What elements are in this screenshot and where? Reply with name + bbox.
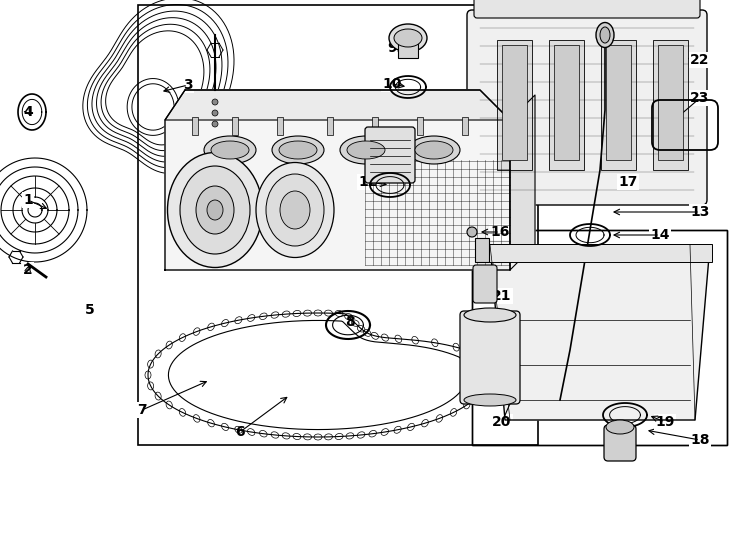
Polygon shape xyxy=(510,95,535,270)
Text: 6: 6 xyxy=(235,425,245,439)
Ellipse shape xyxy=(606,420,634,434)
Text: 18: 18 xyxy=(690,433,710,447)
Bar xyxy=(138,5,538,445)
Ellipse shape xyxy=(464,308,516,322)
Text: 8: 8 xyxy=(345,315,355,329)
Text: 12: 12 xyxy=(358,175,378,189)
Ellipse shape xyxy=(347,141,385,159)
Text: 7: 7 xyxy=(137,403,147,417)
Text: 9: 9 xyxy=(388,41,397,55)
Bar xyxy=(606,45,631,160)
Ellipse shape xyxy=(196,186,234,234)
FancyBboxPatch shape xyxy=(474,0,700,18)
Bar xyxy=(554,45,579,160)
Bar xyxy=(601,40,636,170)
Circle shape xyxy=(212,110,218,116)
Bar xyxy=(398,36,418,58)
Ellipse shape xyxy=(256,163,334,258)
Ellipse shape xyxy=(408,136,460,164)
Text: 5: 5 xyxy=(85,303,95,317)
Ellipse shape xyxy=(266,174,324,246)
Text: 23: 23 xyxy=(690,91,710,105)
Polygon shape xyxy=(165,90,510,120)
Bar xyxy=(327,117,333,135)
Text: 14: 14 xyxy=(650,228,669,242)
Ellipse shape xyxy=(180,166,250,254)
Text: 21: 21 xyxy=(493,289,512,303)
Bar xyxy=(417,117,423,135)
Ellipse shape xyxy=(204,136,256,164)
Circle shape xyxy=(212,99,218,105)
FancyBboxPatch shape xyxy=(467,10,707,205)
Polygon shape xyxy=(490,245,710,420)
Bar xyxy=(472,230,727,445)
Bar xyxy=(653,40,688,170)
FancyBboxPatch shape xyxy=(460,311,520,404)
Ellipse shape xyxy=(207,200,223,220)
Ellipse shape xyxy=(167,152,263,267)
Bar xyxy=(488,244,712,262)
Text: 17: 17 xyxy=(618,175,638,189)
Text: 10: 10 xyxy=(382,77,401,91)
Bar xyxy=(549,40,584,170)
Text: 4: 4 xyxy=(23,105,33,119)
FancyBboxPatch shape xyxy=(604,425,636,461)
Text: 2: 2 xyxy=(23,263,33,277)
Text: 1: 1 xyxy=(23,193,33,207)
Bar xyxy=(232,117,238,135)
Ellipse shape xyxy=(272,136,324,164)
Bar xyxy=(372,117,378,135)
Text: 13: 13 xyxy=(690,205,710,219)
Ellipse shape xyxy=(279,141,317,159)
Polygon shape xyxy=(165,90,510,270)
Ellipse shape xyxy=(596,23,614,48)
Bar xyxy=(497,40,532,170)
Circle shape xyxy=(212,121,218,127)
Ellipse shape xyxy=(415,141,453,159)
Text: 3: 3 xyxy=(184,78,193,92)
Text: 22: 22 xyxy=(690,53,710,67)
Bar xyxy=(502,45,527,160)
Text: 19: 19 xyxy=(655,415,675,429)
Bar xyxy=(475,238,489,262)
Bar xyxy=(462,117,468,135)
Bar xyxy=(472,230,727,445)
FancyBboxPatch shape xyxy=(365,127,415,183)
Bar xyxy=(192,117,198,135)
Bar xyxy=(658,45,683,160)
Bar xyxy=(277,117,283,135)
Ellipse shape xyxy=(464,394,516,406)
Text: 16: 16 xyxy=(490,225,509,239)
Ellipse shape xyxy=(394,29,422,47)
Ellipse shape xyxy=(389,24,427,52)
Text: 15: 15 xyxy=(497,245,517,259)
Ellipse shape xyxy=(600,27,610,43)
Text: 20: 20 xyxy=(493,415,512,429)
Ellipse shape xyxy=(211,141,249,159)
Text: 11: 11 xyxy=(358,138,378,152)
FancyBboxPatch shape xyxy=(473,265,497,303)
Circle shape xyxy=(467,227,477,237)
Ellipse shape xyxy=(280,191,310,229)
Ellipse shape xyxy=(340,136,392,164)
